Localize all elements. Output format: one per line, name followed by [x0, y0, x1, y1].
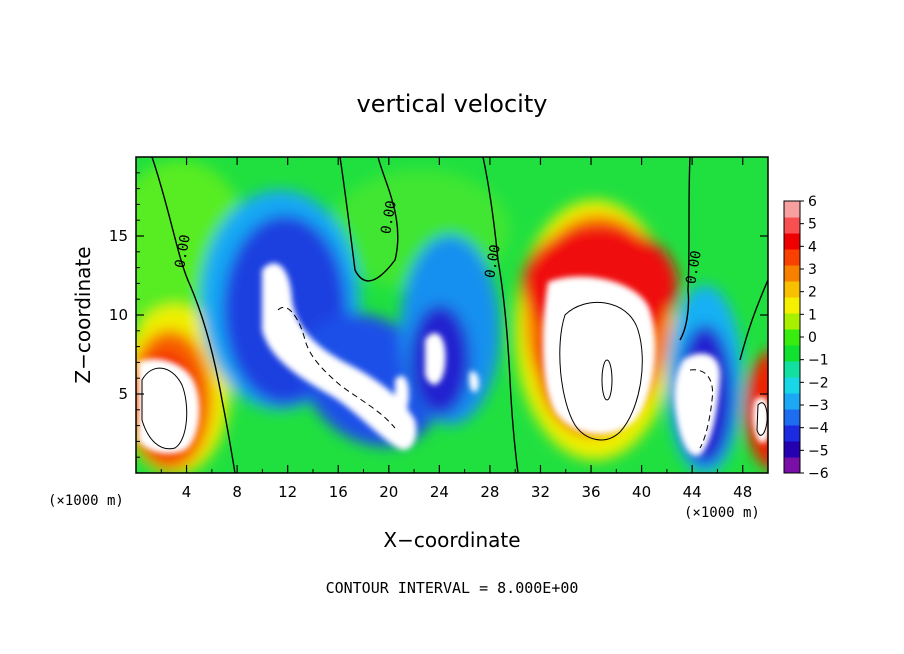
y-tick-label: 10: [109, 306, 128, 324]
contour-interval-footer: CONTOUR INTERVAL = 8.000E+00: [326, 579, 579, 597]
contour-zero-1: [151, 157, 236, 473]
downdraft-core-main: [262, 263, 417, 450]
colorbar-swatch: [784, 345, 800, 362]
colorbar-swatch: [784, 281, 800, 298]
contour-zero-2: [339, 157, 399, 282]
x-axis: 4 8 12 16 20 24 28 32 36 40 44 48: [160, 157, 752, 501]
contour-label-1: 0.00: [172, 233, 194, 269]
x-tick-label: 4: [182, 483, 192, 501]
x-tick-label: 8: [232, 483, 242, 501]
contour-label-2: 0.00: [378, 199, 400, 235]
y-axis: 5 10 15: [109, 172, 768, 458]
contour-downdraft-main: [277, 307, 396, 429]
colorbar-swatch: [784, 425, 800, 442]
colorbar-tick-label: 1: [808, 307, 817, 323]
colorbar-swatch: [784, 265, 800, 282]
y-tick-label: 5: [118, 385, 128, 403]
zero-contours: [151, 157, 768, 473]
contour-zero-4: [679, 157, 691, 341]
y-tick-label: 15: [109, 227, 128, 245]
downdraft-core-islands: [395, 333, 479, 415]
colorbar-swatch: [784, 297, 800, 314]
colorbar-tick-label: −6: [808, 466, 829, 482]
contour-zero-3: [482, 157, 519, 473]
colorbar-tick-label: 2: [808, 285, 817, 301]
contour-label-4: 0.00: [683, 249, 705, 285]
colorbar-tick-label: 6: [808, 194, 817, 210]
colorbar-tick-label: 0: [808, 330, 817, 346]
colorbar-swatch: [784, 249, 800, 266]
colorbar-tick-label: −4: [808, 421, 829, 437]
contour-label-3: 0.00: [482, 243, 504, 279]
contour-labels: 0.00 0.00 0.00 0.00: [172, 199, 705, 285]
contour-updraft-east: [756, 402, 768, 436]
x-tick-label: 36: [581, 483, 600, 501]
downdraft-core-east: [674, 353, 721, 456]
x-tick-label: 16: [329, 483, 348, 501]
colorbar-tick-label: 5: [808, 217, 817, 233]
x-tick-label: 24: [430, 483, 449, 501]
inner-contours: [141, 302, 768, 450]
x-tick-label: 48: [733, 483, 752, 501]
x-tick-label: 12: [278, 483, 297, 501]
colorbar-swatch: [784, 457, 800, 474]
colorbar: 6 5 4 3 2 1 0 −1 −2 −3 −4 −5 −6: [783, 194, 829, 482]
contour-updraft-left: [141, 367, 188, 450]
colorbar-tick-label: 3: [808, 262, 817, 278]
colorbar-swatch: [784, 233, 800, 250]
x-axis-label: X−coordinate: [383, 528, 520, 552]
x-tick-label: 32: [531, 483, 550, 501]
colorbar-swatch: [784, 313, 800, 330]
x-tick-label: 20: [379, 483, 398, 501]
x-unit-right: (×1000 m): [684, 505, 760, 521]
colorbar-tick-label: −5: [808, 443, 829, 459]
contour-downdraft-east: [689, 369, 714, 449]
colorbar-swatch: [784, 377, 800, 394]
contour-updraft-core: [601, 359, 613, 401]
updraft-core-main: [542, 276, 656, 435]
contour-zero-5: [739, 279, 768, 361]
contour-updraft-main: [559, 302, 643, 441]
colorbar-swatch: [784, 441, 800, 458]
y-axis-label: Z−coordinate: [71, 246, 95, 383]
colorbar-tick-label: 4: [808, 239, 817, 255]
colorbar-tick-label: −1: [808, 353, 829, 369]
colorbar-swatch: [784, 393, 800, 410]
colorbar-tick-label: −2: [808, 375, 829, 391]
updraft-core-left: [138, 358, 200, 454]
x-tick-label: 28: [480, 483, 499, 501]
x-tick-label: 44: [683, 483, 702, 501]
colorbar-swatch: [784, 409, 800, 426]
heatmap-field: 0.00 0.00 0.00 0.00: [136, 157, 768, 473]
x-tick-label: 40: [632, 483, 651, 501]
colorbar-swatch: [784, 361, 800, 378]
colorbar-swatch: [784, 217, 800, 234]
colorbar-swatch: [784, 201, 800, 218]
colorbar-swatch: [784, 329, 800, 346]
x-unit-left: (×1000 m): [48, 493, 124, 509]
chart-title: vertical velocity: [357, 90, 548, 118]
colorbar-tick-label: −3: [808, 398, 829, 414]
